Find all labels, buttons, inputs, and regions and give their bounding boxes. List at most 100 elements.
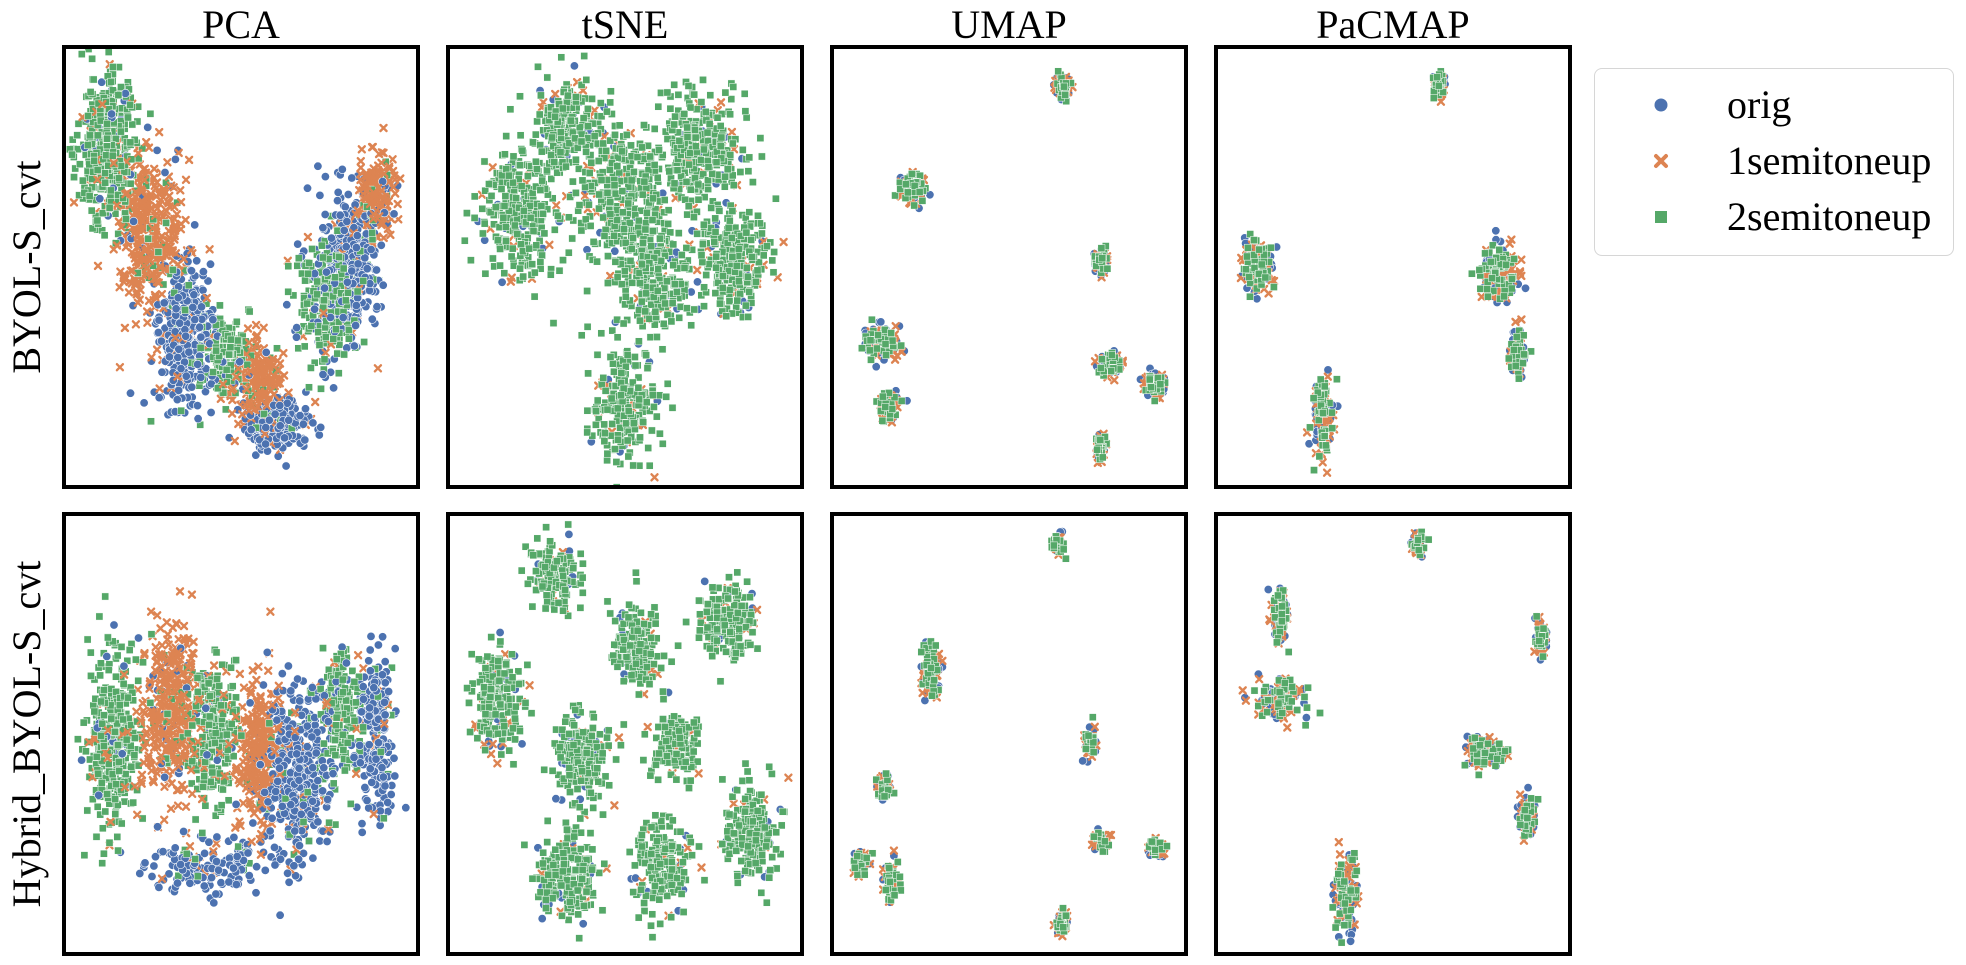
point-2semitoneup: [564, 248, 573, 257]
point-2semitoneup: [83, 141, 92, 150]
point-2semitoneup: [572, 189, 580, 197]
point-1semitoneup: [365, 199, 375, 209]
point-2semitoneup: [108, 86, 117, 95]
point-2semitoneup: [670, 280, 679, 289]
point-1semitoneup: [379, 148, 388, 158]
point-1semitoneup: [369, 209, 378, 219]
point-1semitoneup: [112, 201, 122, 210]
point-2semitoneup: [524, 172, 532, 181]
point-2semitoneup: [493, 236, 502, 245]
point-2semitoneup: [521, 218, 530, 227]
point-2semitoneup: [603, 107, 611, 116]
point-2semitoneup: [742, 228, 751, 237]
point-2semitoneup: [656, 234, 664, 243]
point-2semitoneup: [479, 229, 487, 238]
point-2semitoneup: [644, 444, 653, 452]
point-2semitoneup: [638, 143, 646, 152]
point-2semitoneup: [670, 120, 679, 129]
point-2semitoneup: [728, 253, 737, 261]
point-2semitoneup: [704, 163, 713, 172]
point-1semitoneup: [234, 364, 243, 373]
point-1semitoneup: [117, 223, 126, 232]
point-1semitoneup: [142, 269, 151, 279]
point-2semitoneup: [663, 277, 671, 286]
point-orig: [569, 61, 579, 71]
point-2semitoneup: [636, 316, 644, 325]
point-1semitoneup: [115, 363, 125, 372]
point-2semitoneup: [594, 157, 603, 165]
point-2semitoneup: [604, 279, 612, 287]
point-2semitoneup: [501, 192, 510, 200]
point-orig: [333, 187, 343, 197]
panel-frame: [62, 45, 420, 489]
point-2semitoneup: [584, 122, 593, 131]
point-2semitoneup: [680, 110, 689, 118]
point-2semitoneup: [717, 133, 726, 142]
point-2semitoneup: [562, 162, 570, 171]
point-1semitoneup: [133, 230, 142, 240]
point-2semitoneup: [181, 306, 189, 314]
point-1semitoneup: [141, 246, 150, 256]
point-1semitoneup: [132, 200, 141, 209]
point-2semitoneup: [596, 99, 605, 107]
point-2semitoneup: [339, 264, 348, 273]
point-2semitoneup: [604, 252, 612, 260]
point-2semitoneup: [616, 423, 624, 432]
point-2semitoneup: [539, 209, 547, 218]
panel-byol-s-cvt-tsne: [446, 45, 804, 489]
point-1semitoneup: [551, 89, 560, 99]
point-2semitoneup: [307, 364, 315, 372]
point-2semitoneup: [769, 268, 778, 277]
point-2semitoneup: [225, 350, 234, 359]
point-2semitoneup: [509, 152, 518, 161]
point-orig: [160, 168, 170, 178]
point-orig: [174, 282, 184, 292]
point-2semitoneup: [690, 305, 699, 314]
point-orig: [343, 190, 353, 200]
point-orig: [176, 364, 186, 374]
point-orig: [193, 414, 203, 424]
point-2semitoneup: [103, 119, 111, 128]
point-2semitoneup: [645, 198, 654, 207]
point-orig: [205, 339, 215, 349]
point-2semitoneup: [642, 398, 651, 407]
point-1semitoneup: [273, 366, 282, 375]
point-2semitoneup: [656, 429, 664, 438]
point-1semitoneup: [156, 254, 165, 264]
point-2semitoneup: [700, 220, 708, 229]
point-orig: [342, 217, 352, 227]
point-2semitoneup: [344, 288, 352, 297]
point-2semitoneup: [496, 261, 504, 270]
point-orig: [107, 109, 117, 119]
point-2semitoneup: [745, 153, 754, 162]
point-orig: [261, 347, 271, 357]
point-1semitoneup: [202, 293, 211, 303]
point-1semitoneup: [179, 254, 188, 264]
row-labels: BYOL-S_cvt Hybrid_BYOL-S_cvt: [4, 160, 49, 907]
point-1semitoneup: [375, 212, 384, 221]
point-2semitoneup: [213, 384, 222, 393]
point-2semitoneup: [602, 147, 610, 155]
point-2semitoneup: [744, 167, 753, 176]
point-2semitoneup: [711, 214, 720, 223]
point-2semitoneup: [480, 219, 489, 228]
point-2semitoneup: [128, 120, 137, 129]
point-orig: [193, 401, 203, 411]
point-2semitoneup: [536, 141, 545, 149]
point-2semitoneup: [221, 405, 230, 414]
point-2semitoneup: [368, 235, 377, 244]
point-2semitoneup: [716, 299, 724, 308]
point-2semitoneup: [622, 131, 631, 139]
point-2semitoneup: [119, 194, 127, 202]
point-orig: [143, 122, 153, 132]
point-1semitoneup: [369, 175, 379, 184]
point-1semitoneup: [230, 436, 239, 446]
point-2semitoneup: [597, 380, 606, 389]
point-2semitoneup: [509, 178, 517, 187]
point-2semitoneup: [147, 417, 155, 426]
point-2semitoneup: [583, 428, 592, 437]
point-2semitoneup: [710, 237, 719, 246]
point-2semitoneup: [177, 406, 186, 415]
point-2semitoneup: [114, 91, 123, 100]
point-2semitoneup: [360, 338, 368, 346]
